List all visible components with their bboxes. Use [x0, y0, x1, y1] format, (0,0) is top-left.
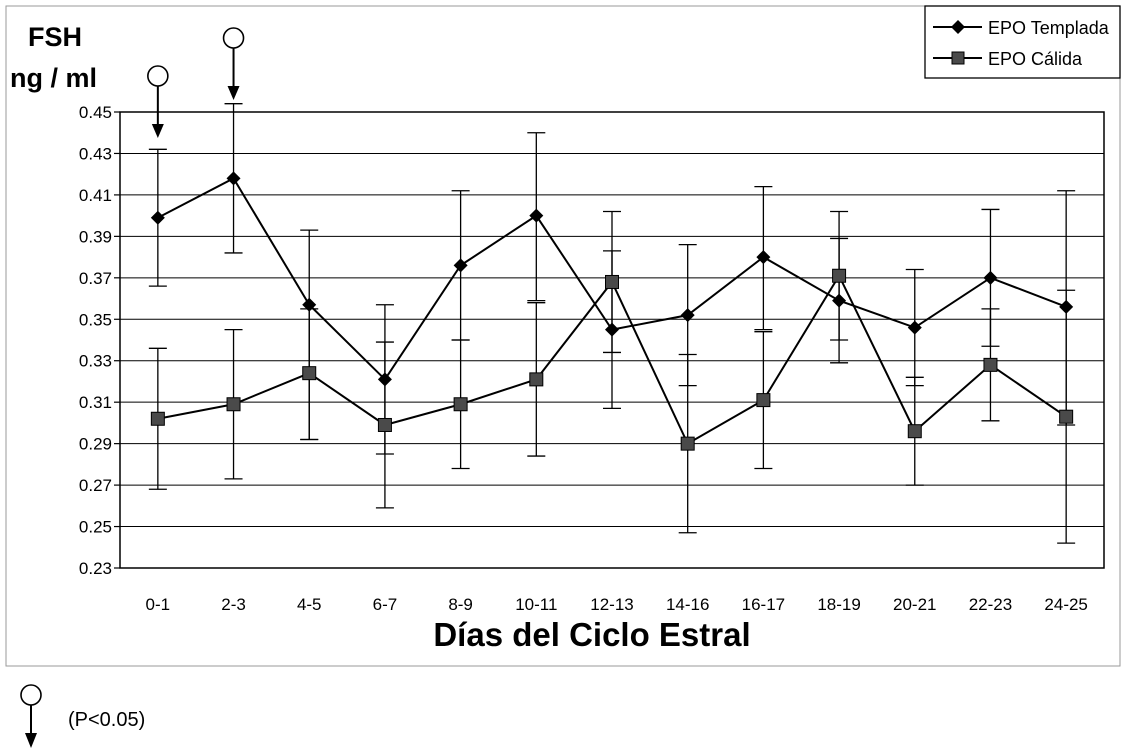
plot-area: [119, 111, 1105, 569]
legend-label-epo-calida: EPO Cálida: [988, 49, 1083, 69]
x-tick-label: 6-7: [373, 595, 398, 614]
chart-frame: [5, 5, 1121, 667]
data-point-square: [907, 424, 922, 439]
significance-markers: [147, 27, 245, 138]
data-point-square: [832, 268, 847, 283]
data-point-diamond: [832, 293, 847, 308]
y-tick-label: 0.29: [79, 435, 112, 454]
data-point-square: [605, 274, 619, 289]
significance-key: (P<0.05): [20, 684, 145, 748]
data-point-square: [983, 357, 998, 372]
legend-square-icon: [951, 51, 965, 65]
x-tick-label: 12-13: [590, 595, 633, 614]
data-point-diamond: [1059, 299, 1074, 314]
significance-circle-icon: [147, 65, 169, 87]
data-point-square: [680, 436, 695, 451]
x-tick-label: 16-17: [742, 595, 785, 614]
y-tick-label: 0.37: [79, 269, 112, 288]
y-tick-label: 0.43: [79, 144, 112, 163]
data-point-square: [377, 417, 392, 432]
x-tick-label: 0-1: [146, 595, 171, 614]
y-axis-title-line2: ng / ml: [10, 63, 97, 93]
x-tick-label: 18-19: [817, 595, 860, 614]
x-tick-label: 24-25: [1044, 595, 1087, 614]
y-tick-label: 0.23: [79, 559, 112, 578]
x-tick-label: 10-11: [515, 595, 557, 614]
footnote-text: (P<0.05): [68, 709, 145, 731]
data-point-square: [453, 397, 468, 412]
series-markers: [150, 171, 1074, 451]
x-tick-label: 4-5: [297, 595, 322, 614]
data-point-square: [529, 372, 544, 387]
legend-item-epo-templada: EPO Templada: [933, 18, 1110, 38]
data-point-diamond: [453, 258, 468, 273]
data-point-diamond: [680, 308, 695, 323]
data-point-diamond: [529, 208, 544, 223]
x-axis-ticks: 0-1 2-3 4-5 6-7 8-9 10-11 12-13 14-16 16-17 18-19…: [146, 595, 1088, 614]
y-tick-label: 0.27: [79, 476, 112, 495]
y-tick-label: 0.35: [79, 310, 112, 329]
x-axis-title: Días del Ciclo Estral: [433, 616, 750, 653]
data-point-square: [150, 411, 165, 426]
significance-key-arrow-head-icon: [25, 733, 37, 748]
legend-item-epo-calida: EPO Cálida: [933, 49, 1083, 69]
x-tick-label: 20-21: [893, 595, 936, 614]
data-point-diamond: [907, 320, 922, 335]
significance-arrow-head-icon: [227, 86, 240, 100]
legend-label-epo-templada: EPO Templada: [988, 18, 1110, 38]
y-axis-ticks: 0.45 0.43 0.41 0.39 0.37 0.35 0.33 0.31 0.29 0.27…: [79, 103, 120, 578]
x-tick-label: 14-16: [666, 595, 709, 614]
y-tick-label: 0.33: [79, 352, 112, 371]
significance-arrow-head-icon: [151, 124, 164, 138]
data-point-square: [226, 397, 241, 412]
data-point-diamond: [756, 250, 771, 265]
significance-key-circle-icon: [20, 684, 42, 706]
y-tick-label: 0.41: [79, 186, 112, 205]
x-tick-label: 22-23: [969, 595, 1012, 614]
data-point-diamond: [377, 372, 392, 387]
significance-circle-icon: [222, 27, 245, 49]
data-point-diamond: [605, 322, 619, 337]
x-tick-label: 2-3: [221, 595, 246, 614]
y-tick-label: 0.25: [79, 518, 112, 537]
y-axis-title-line1: FSH: [28, 22, 82, 52]
data-point-square: [1059, 409, 1074, 424]
data-point-square: [756, 393, 771, 408]
y-tick-label: 0.45: [79, 103, 112, 122]
y-tick-label: 0.31: [79, 393, 112, 412]
data-point-diamond: [226, 171, 241, 186]
y-tick-label: 0.39: [79, 227, 112, 246]
data-point-diamond: [150, 210, 165, 225]
x-tick-label: 8-9: [448, 595, 473, 614]
legend-box: [924, 5, 1121, 79]
data-point-square: [302, 366, 317, 381]
data-point-diamond: [983, 270, 998, 285]
data-point-diamond: [302, 297, 317, 312]
legend: EPO Templada EPO Cálida: [924, 5, 1121, 79]
legend-diamond-icon: [951, 20, 965, 34]
